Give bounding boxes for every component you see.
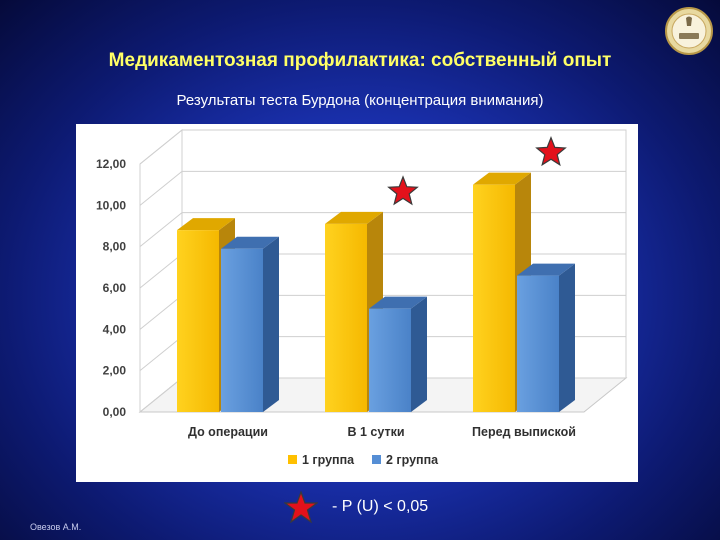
institution-logo <box>664 6 714 56</box>
bar <box>517 263 575 412</box>
y-tick-label: 2,00 <box>103 364 127 378</box>
y-tick-label: 0,00 <box>103 405 127 419</box>
significance-star <box>535 136 567 167</box>
significance-note: - P (U) < 0,05 <box>284 491 429 523</box>
y-axis-tick-labels: 0,00 2,00 4,00 6,00 8,00 10,00 12,00 <box>96 157 126 419</box>
bar <box>369 296 427 412</box>
legend-swatch <box>288 455 297 464</box>
slide-title: Медикаментозная профилактика: собственны… <box>108 50 612 71</box>
bar-top <box>325 211 383 224</box>
bar-chart: 0,00 2,00 4,00 6,00 8,00 10,00 12,00 До операц… <box>96 128 628 467</box>
bar-front <box>517 275 559 412</box>
y-tick-label: 10,00 <box>96 198 126 212</box>
significance-star <box>387 175 419 206</box>
gridline <box>139 129 626 165</box>
bar-front <box>325 223 367 412</box>
significance-note-text: - P (U) < 0,05 <box>332 498 429 515</box>
chart-bars <box>177 172 575 412</box>
bar-top <box>177 218 235 231</box>
legend-label: 2 группа <box>386 453 439 467</box>
bar-front <box>369 308 411 412</box>
x-tick-label: В 1 сутки <box>347 425 404 439</box>
bar-side <box>559 263 575 412</box>
bar-top <box>221 236 279 249</box>
bar-top <box>517 263 575 276</box>
bar-front <box>473 184 515 412</box>
bar-top <box>473 172 531 185</box>
bar-top <box>369 296 427 309</box>
bar-front <box>177 230 219 412</box>
logo-emblem <box>665 7 713 55</box>
star-icon <box>284 491 318 523</box>
gridline <box>139 170 626 206</box>
significance-stars <box>387 136 567 206</box>
x-tick-label: Перед выпиской <box>472 425 576 439</box>
slide-subtitle: Результаты теста Бурдона (концентрация в… <box>176 92 544 109</box>
author-name: Овезов А.М. <box>30 522 82 532</box>
bar-side <box>411 296 427 412</box>
y-tick-label: 6,00 <box>103 281 127 295</box>
chart-panel: 0,00 2,00 4,00 6,00 8,00 10,00 12,00 До операц… <box>76 124 638 482</box>
bar-side <box>263 236 279 412</box>
x-tick-label: До операции <box>188 425 268 439</box>
y-tick-label: 8,00 <box>103 240 127 254</box>
legend-swatch <box>372 455 381 464</box>
chart-legend: 1 группа 2 группа <box>288 453 439 467</box>
logo-text-plate <box>679 33 699 39</box>
bar <box>221 236 279 412</box>
x-axis-tick-labels: До операции В 1 сутки Перед выпиской <box>188 425 576 439</box>
y-tick-label: 12,00 <box>96 157 126 171</box>
bar-front <box>221 248 263 412</box>
y-tick-label: 4,00 <box>103 322 127 336</box>
legend-label: 1 группа <box>302 453 355 467</box>
